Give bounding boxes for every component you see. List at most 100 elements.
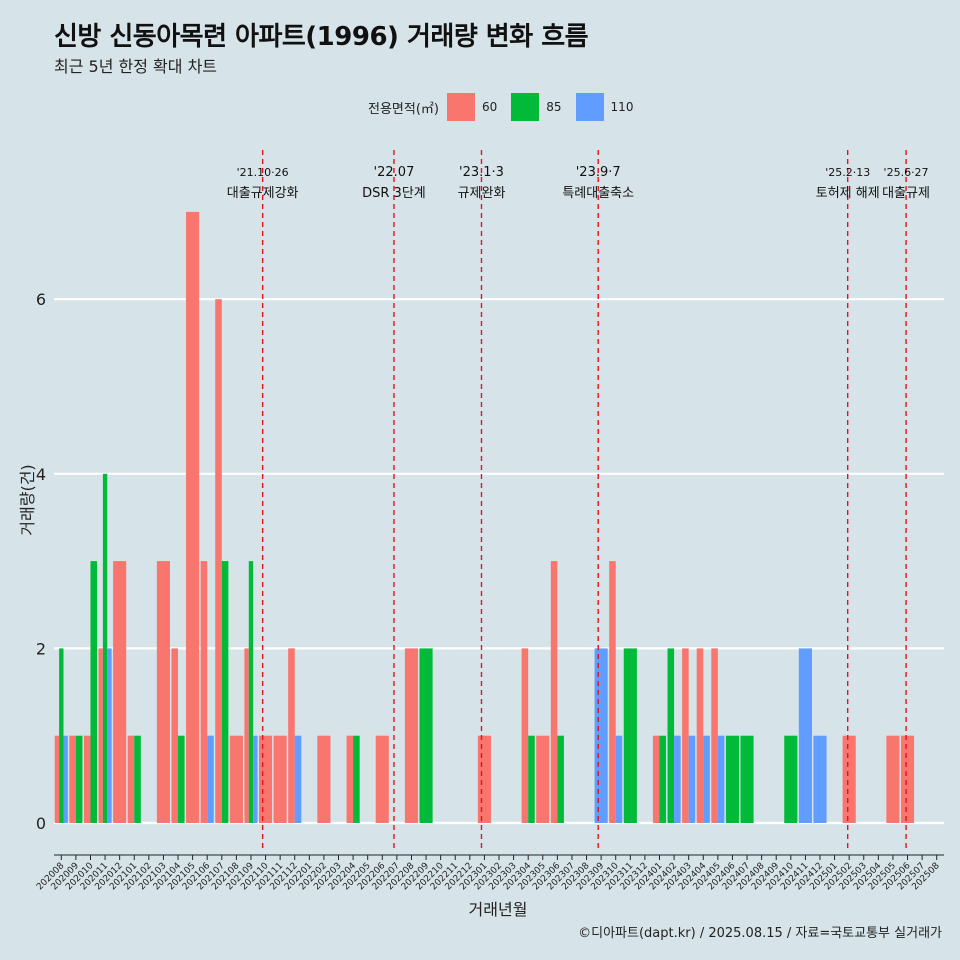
- bar-60-202106: [200, 561, 208, 823]
- bar-85-202008: [59, 648, 64, 823]
- bar-60-202109: [244, 648, 249, 823]
- bar-110-202405: [717, 735, 725, 823]
- y-axis-label: 거래량(건): [18, 464, 37, 535]
- event-date: '25.6·27: [884, 166, 929, 179]
- event-date: '23.9·7: [576, 165, 621, 180]
- bar-85-202009: [75, 735, 83, 823]
- y-tick-label: 0: [36, 814, 46, 833]
- bar-60-202103: [156, 561, 170, 823]
- bar-110-202411: [798, 648, 812, 823]
- legend-label-85: 85: [546, 100, 562, 114]
- bar-110-202008: [63, 735, 68, 823]
- bar-85-202109: [248, 561, 254, 823]
- bar-85-202407: [740, 735, 754, 823]
- bar-60-202008: [54, 735, 60, 823]
- bar-110-202109: [253, 735, 258, 823]
- bar-60-202506: [900, 735, 915, 823]
- bar-60-202105: [186, 211, 200, 823]
- bar-85-202410: [784, 735, 798, 823]
- bar-85-202406: [725, 735, 740, 823]
- bar-60-202101: [127, 735, 135, 823]
- y-tick-label: 4: [36, 465, 46, 484]
- bar-85-202311: [623, 648, 637, 823]
- bar-110-202310: [615, 735, 623, 823]
- bar-60-202010: [83, 735, 91, 823]
- legend-item-60: 60: [446, 93, 505, 121]
- bar-60-202104: [171, 648, 179, 823]
- event-lines: '21.10·26 대출규제강화 '22.07 DSR 3단계 '23.1·3 규제완화 '…: [227, 150, 930, 850]
- legend-label-110: 110: [610, 100, 634, 114]
- bar-85-202101: [134, 735, 141, 823]
- y-tick-label: 6: [36, 290, 46, 309]
- bar-60-202502: [842, 735, 856, 823]
- bar-60-202305: [536, 735, 550, 823]
- legend-title: 전용면적(㎡): [368, 101, 439, 117]
- x-axis: 2020082020092020102020112020122021012021…: [35, 854, 944, 892]
- source-caption: ©디아파트(dapt.kr) / 2025.08.15 / 자료=국토교통부 실…: [578, 926, 942, 941]
- legend-item-110: 110: [575, 93, 642, 121]
- bar-85-202402: [667, 648, 675, 823]
- bar-110-202112: [294, 735, 302, 823]
- event-date: '21.10·26: [237, 166, 289, 179]
- y-axis: 0 2 4 6: [36, 290, 46, 833]
- event-date: '23.1·3: [459, 165, 504, 180]
- bar-85-202010: [90, 561, 98, 823]
- event-label: 토허제 해제: [816, 186, 880, 201]
- legend-swatch-60: [446, 93, 475, 121]
- bar-110-202309: [594, 648, 608, 823]
- bar-60-202401: [652, 735, 660, 823]
- bar-60-202112: [288, 648, 295, 823]
- bar-60-202108: [229, 735, 243, 823]
- bar-60-202204: [346, 735, 354, 823]
- bar-60-202405: [711, 648, 718, 823]
- bar-60-202304: [521, 648, 529, 823]
- bar-60-202011: [98, 648, 103, 823]
- bar-110-202412: [813, 735, 827, 823]
- bar-85-202104: [178, 735, 185, 823]
- bar-85-202304: [528, 735, 535, 823]
- bar-60-202107: [215, 299, 222, 823]
- legend: 전용면적(㎡) 60 85 110: [368, 93, 647, 121]
- bar-60-202111: [273, 735, 287, 823]
- y-tick-label: 2: [36, 639, 46, 658]
- legend-item-85: 85: [511, 93, 569, 121]
- bar-85-202204: [353, 735, 360, 823]
- bar-85-202401: [659, 735, 667, 823]
- bar-60-202403: [682, 648, 689, 823]
- event-date: '25.2·13: [825, 166, 870, 179]
- bar-85-202107: [221, 561, 229, 823]
- chart-subtitle: 최근 5년 한정 확대 차트: [54, 57, 218, 76]
- bar-110-202403: [688, 735, 696, 823]
- event-label: 특례대출축소: [562, 186, 634, 201]
- bar-60-202404: [696, 648, 704, 823]
- event-label: 규제완화: [458, 186, 506, 201]
- chart-title: 신방 신동아목련 아파트(1996) 거래량 변화 흐름: [54, 22, 589, 52]
- legend-label-60: 60: [481, 100, 498, 114]
- bars: [54, 211, 915, 823]
- bar-60-202012: [113, 561, 127, 823]
- bar-110-202402: [674, 735, 681, 823]
- event-date: '22.07: [374, 165, 415, 180]
- bar-60-202505: [886, 735, 900, 823]
- bar-60-202110: [258, 735, 273, 823]
- bar-60-202310: [609, 561, 616, 823]
- bar-110-202404: [703, 735, 710, 823]
- bar-60-202202: [317, 735, 331, 823]
- bar-110-202106: [207, 735, 214, 823]
- bar-60-202306: [550, 561, 558, 823]
- event-label: DSR 3단계: [362, 186, 426, 201]
- bar-60-202009: [69, 735, 76, 823]
- bar-60-202206: [375, 735, 389, 823]
- legend-swatch-110: [575, 93, 604, 121]
- bar-60-202301: [477, 735, 491, 823]
- x-axis-label: 거래년월: [469, 900, 528, 919]
- legend-swatch-85: [511, 93, 540, 121]
- bar-110-202011: [107, 648, 112, 823]
- event-label: 대출규제강화: [227, 186, 299, 201]
- bar-85-202011: [102, 473, 108, 823]
- bar-85-202209: [419, 648, 433, 823]
- bar-60-202208: [404, 648, 419, 823]
- bar-85-202306: [557, 735, 564, 823]
- event-label: 대출규제: [882, 186, 930, 201]
